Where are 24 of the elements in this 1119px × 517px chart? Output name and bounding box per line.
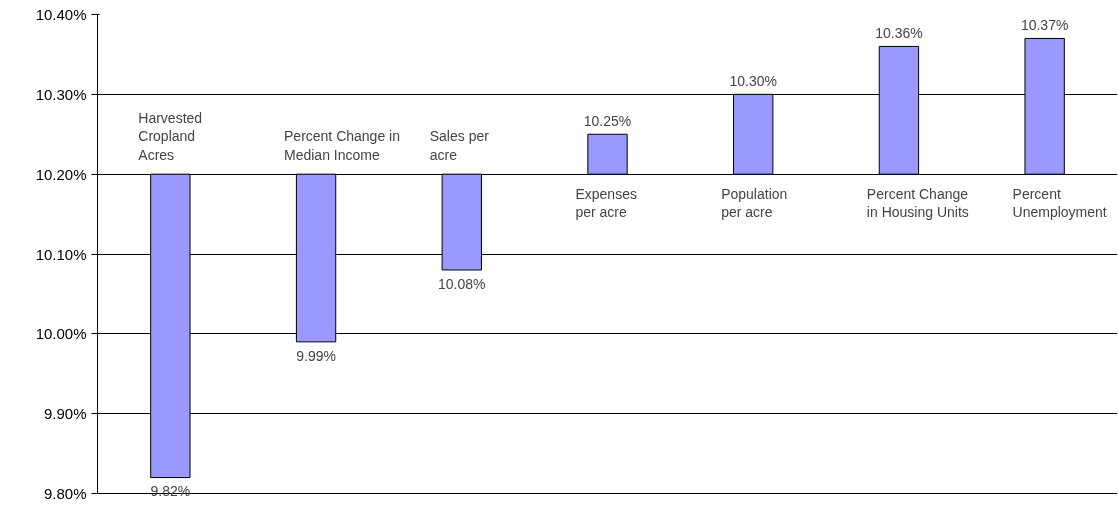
y-tick-label: 9.80% — [43, 485, 87, 503]
bar — [587, 133, 628, 175]
bar — [295, 173, 337, 343]
y-tick-label: 10.20% — [35, 165, 87, 183]
data-label: 10.30% — [729, 72, 777, 89]
x-tick-label: Percent Unemployment — [1012, 185, 1107, 221]
data-label: 10.36% — [875, 24, 923, 41]
x-tick-label: Percent Change in Median Income — [284, 128, 400, 163]
y-tick-label: 10.00% — [35, 325, 87, 343]
x-tick-label: Expenses per acre — [575, 185, 637, 221]
x-tick-label: Population per acre — [721, 185, 788, 221]
data-label: 10.37% — [1020, 16, 1069, 33]
x-tick-label: Harvested Cropland Acres — [138, 109, 203, 163]
y-tick-label: 10.40% — [35, 6, 87, 23]
bar — [441, 173, 482, 271]
data-label: 10.08% — [438, 275, 486, 292]
x-tick-label: Percent Change in Housing Units — [866, 185, 969, 221]
y-tick-label: 10.10% — [35, 245, 87, 263]
y-tick-label: 10.30% — [35, 85, 87, 103]
data-label: 10.25% — [583, 112, 632, 129]
y-tick-label: 9.90% — [43, 405, 87, 423]
data-label: 9.99% — [296, 347, 336, 364]
x-tick-label: Sales per acre — [429, 128, 490, 163]
bar — [150, 173, 191, 479]
